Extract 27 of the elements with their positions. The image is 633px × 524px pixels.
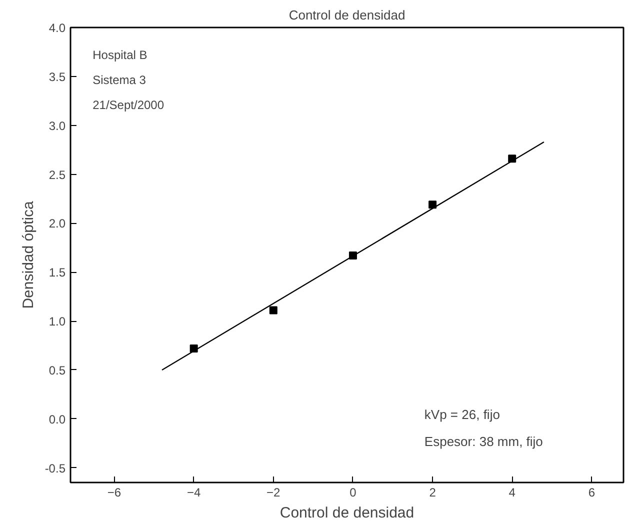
x-tick-label: −4: [186, 486, 201, 500]
x-tick-label: 2: [429, 486, 436, 500]
y-tick-label: 3.0: [48, 118, 66, 133]
annotation: 21/Sept/2000: [92, 98, 164, 112]
annotation: Espesor: 38 mm, fijo: [424, 434, 543, 450]
x-tick-label: 4: [508, 486, 516, 500]
y-tick-label: 0.5: [48, 363, 66, 378]
y-tick-label: 3.5: [48, 70, 66, 84]
y-tick-label: 2.5: [48, 168, 66, 182]
y-tick-label: 0.0: [48, 412, 66, 426]
y-axis-title: Densidad óptica: [20, 200, 37, 309]
x-axis-title: Control de densidad: [280, 504, 414, 522]
x-tick-label: −2: [266, 486, 281, 500]
y-tick-label: 1.0: [48, 314, 66, 329]
chart-title: Control de densidad: [288, 8, 406, 22]
x-tick-label: −6: [107, 486, 122, 500]
y-tick-label: -0.5: [44, 461, 66, 476]
point: [428, 200, 437, 209]
y-tick-label: 1.5: [48, 266, 66, 280]
annotation: Sistema 3: [92, 72, 146, 87]
point: [269, 306, 278, 314]
annotation: kVp = 26, fijo: [424, 406, 500, 422]
annotation: Hospital B: [92, 48, 148, 62]
y-tick-label: 2.0: [48, 216, 66, 231]
x-tick-label: 0: [350, 486, 357, 500]
y-tick-label: 4.0: [48, 21, 66, 35]
x-tick-label: 6: [588, 486, 596, 500]
